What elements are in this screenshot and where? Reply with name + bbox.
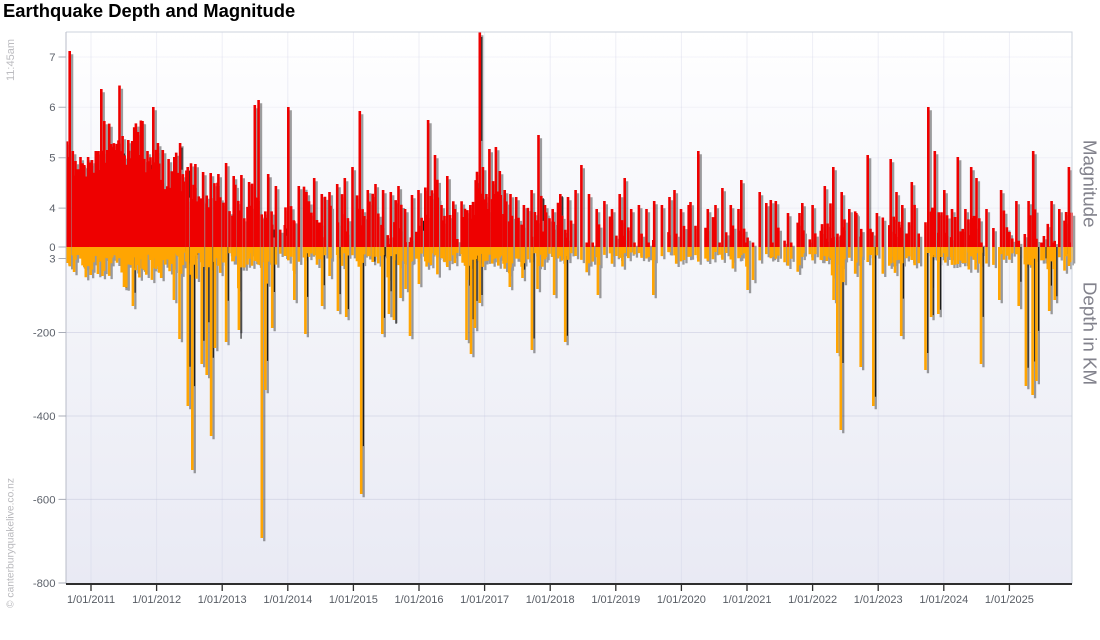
svg-text:1/01/2012: 1/01/2012 — [132, 594, 181, 606]
svg-text:5: 5 — [49, 153, 55, 165]
svg-text:Earthquake Depth and Magnitude: Earthquake Depth and Magnitude — [3, 0, 295, 21]
svg-text:-200: -200 — [33, 328, 56, 340]
svg-text:6: 6 — [49, 102, 55, 114]
svg-text:-800: -800 — [33, 578, 56, 590]
svg-text:1/01/2015: 1/01/2015 — [329, 594, 378, 606]
svg-text:1/01/2024: 1/01/2024 — [919, 594, 968, 606]
svg-text:7: 7 — [49, 52, 55, 64]
svg-text:Magnitude: Magnitude — [1080, 140, 1100, 228]
svg-text:1/01/2023: 1/01/2023 — [854, 594, 903, 606]
svg-text:1/01/2022: 1/01/2022 — [788, 594, 837, 606]
svg-text:© canterburyquakelive.co.nz: © canterburyquakelive.co.nz — [6, 478, 17, 608]
svg-text:1/01/2014: 1/01/2014 — [263, 594, 312, 606]
svg-text:-400: -400 — [33, 411, 56, 423]
svg-text:1/01/2020: 1/01/2020 — [657, 594, 706, 606]
svg-text:1/01/2019: 1/01/2019 — [591, 594, 640, 606]
svg-text:Depth in KM: Depth in KM — [1080, 282, 1100, 385]
svg-text:1/01/2011: 1/01/2011 — [67, 594, 115, 606]
svg-text:1/01/2025: 1/01/2025 — [985, 594, 1034, 606]
svg-text:0: 0 — [49, 242, 55, 254]
svg-text:3: 3 — [49, 254, 55, 266]
svg-text:1/01/2018: 1/01/2018 — [526, 594, 575, 606]
svg-text:4: 4 — [49, 203, 55, 215]
svg-text:1/01/2013: 1/01/2013 — [198, 594, 247, 606]
svg-text:-600: -600 — [33, 494, 56, 506]
svg-text:1/01/2017: 1/01/2017 — [460, 594, 509, 606]
svg-text:1/01/2021: 1/01/2021 — [723, 594, 772, 606]
svg-text:1/01/2016: 1/01/2016 — [395, 594, 444, 606]
svg-text:11:45am: 11:45am — [5, 39, 17, 81]
